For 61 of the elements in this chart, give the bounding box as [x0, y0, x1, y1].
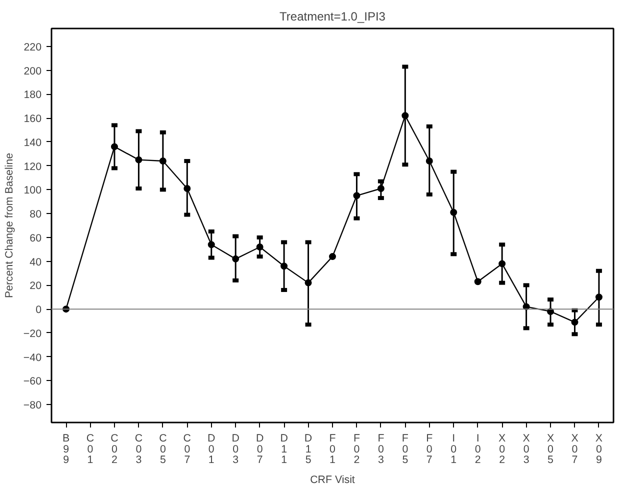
x-tick-label: F07 — [426, 432, 434, 466]
point — [184, 184, 191, 192]
x-tick-label: D01 — [208, 432, 216, 466]
point — [498, 260, 506, 268]
x-tick-label: X03 — [522, 432, 530, 466]
y-tick-label: −80 — [23, 400, 42, 412]
point — [135, 156, 142, 164]
x-tick-label: D03 — [232, 432, 240, 466]
x-tick-label: F01 — [329, 432, 336, 466]
point — [329, 253, 336, 260]
point — [450, 208, 458, 216]
x-tick-label: F02 — [353, 432, 360, 466]
point — [595, 294, 602, 301]
y-tick-label: 140 — [24, 136, 42, 149]
y-tick-label: 40 — [30, 256, 42, 268]
point — [304, 279, 312, 286]
x-tick-label: C07 — [183, 432, 192, 466]
x-tick-label: X07 — [571, 432, 578, 466]
point — [474, 278, 482, 286]
x-tick-label: F03 — [378, 432, 385, 466]
x-tick-label: D07 — [256, 432, 264, 466]
point — [159, 158, 166, 165]
y-tick-label: 60 — [30, 232, 42, 244]
x-tick-label: C05 — [159, 432, 168, 466]
chart-title: Treatment=1.0_IPI3 — [280, 10, 386, 24]
y-tick-label: 20 — [30, 280, 42, 292]
point — [232, 255, 240, 262]
y-axis-title: Percent Change from Baseline — [3, 152, 16, 298]
x-tick-label: C01 — [86, 432, 94, 466]
y-tick-label: 0 — [36, 304, 42, 316]
point — [353, 192, 360, 200]
x-tick-label: D15 — [304, 432, 312, 466]
x-tick-label: I02 — [474, 432, 481, 466]
y-tick-label: 180 — [24, 89, 42, 102]
y-tick-label: 160 — [24, 113, 42, 126]
x-tick-label: B99 — [62, 432, 70, 466]
x-axis-title: CRF Visit — [310, 474, 355, 486]
point — [402, 112, 409, 120]
point — [571, 318, 578, 326]
y-tick-label: 80 — [30, 208, 42, 221]
x-tick-label: D11 — [280, 432, 288, 466]
x-tick-label: I01 — [450, 432, 457, 466]
y-tick-label: 220 — [24, 41, 42, 54]
x-tick-label: C03 — [134, 432, 143, 466]
x-tick-label: X09 — [595, 432, 603, 466]
y-tick-label: 120 — [24, 160, 42, 173]
y-tick-label: 100 — [24, 184, 42, 197]
y-tick-label: 200 — [24, 65, 42, 78]
x-tick-label: C02 — [110, 432, 119, 466]
point — [208, 241, 215, 248]
x-tick-label: X05 — [546, 432, 554, 466]
y-tick-label: −40 — [23, 352, 42, 364]
x-tick-label: F05 — [402, 432, 409, 466]
point — [280, 262, 288, 270]
y-tick-label: −20 — [23, 328, 42, 340]
point — [110, 143, 118, 150]
y-tick-label: −60 — [23, 376, 42, 388]
x-tick-label: X02 — [498, 432, 506, 466]
point — [377, 184, 384, 192]
point — [256, 243, 264, 250]
point — [426, 158, 433, 165]
